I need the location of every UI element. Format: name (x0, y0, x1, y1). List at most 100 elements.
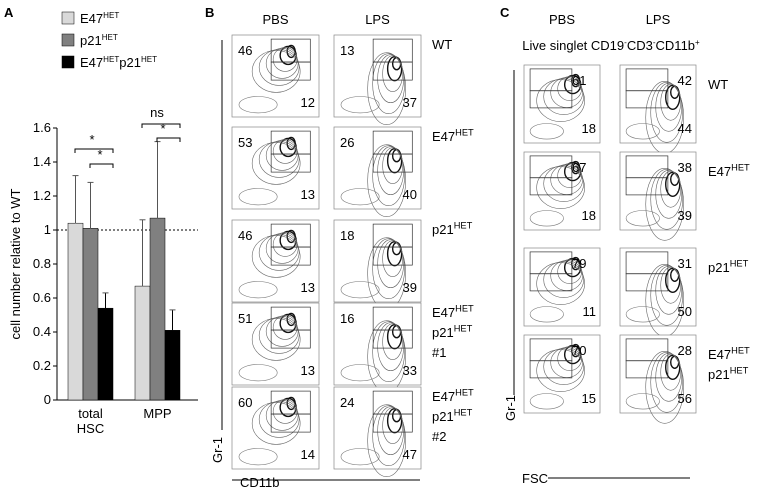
y-tick-label: 0.8 (33, 256, 51, 271)
y-tick-label: 0.4 (33, 324, 51, 339)
legend-label-part: HET (141, 55, 157, 64)
row-label: E47HET (432, 127, 474, 144)
contour (377, 54, 404, 103)
gate (625, 273, 669, 292)
contour (251, 50, 301, 93)
y-tick-label: 1.4 (33, 154, 51, 169)
contour (529, 393, 564, 410)
contour (238, 448, 278, 466)
gate-percent: 16 (340, 311, 354, 326)
contour (340, 364, 380, 382)
contour (279, 137, 297, 158)
contour (650, 264, 684, 326)
contour (625, 393, 660, 410)
gate-percent: 13 (301, 187, 315, 202)
plot-frame (231, 34, 320, 118)
contour (372, 321, 405, 383)
gate (372, 413, 413, 433)
contour (650, 169, 684, 230)
contour (279, 230, 297, 251)
column-header: PBS (262, 12, 288, 27)
contour (386, 147, 403, 174)
bar (67, 222, 84, 401)
contour (543, 261, 584, 298)
gate-percent: 14 (301, 447, 315, 462)
plot-frame (619, 151, 697, 231)
gate (270, 329, 311, 349)
contour (660, 171, 682, 208)
contour (655, 170, 683, 219)
x-tick-label: total HSC (76, 406, 105, 436)
panel-subtitle-part: - (624, 38, 627, 47)
contour (625, 123, 660, 140)
row-label: #2 (432, 429, 446, 444)
row-label-part: p21 (432, 409, 454, 424)
row-label-part: E47 (432, 305, 455, 320)
gate-percent: 15 (582, 391, 596, 406)
column-header: LPS (646, 12, 671, 27)
contour (251, 235, 301, 278)
bar (97, 307, 114, 401)
panel-label: B (205, 5, 214, 20)
bar (149, 217, 166, 401)
contour (650, 351, 684, 413)
contour (543, 165, 584, 202)
gate (372, 61, 413, 81)
contour (655, 352, 683, 402)
significance-label: * (97, 147, 102, 162)
contour (238, 188, 278, 206)
gate-percent: 18 (340, 228, 354, 243)
row-label-part: E47 (432, 389, 455, 404)
gate (529, 273, 573, 292)
contour (367, 144, 406, 217)
row-label-part: HET (730, 365, 749, 375)
gate-percent: 11 (583, 304, 597, 319)
bar (82, 228, 99, 401)
legend-label-part: p21 (119, 55, 141, 70)
gate-percent: 46 (238, 43, 252, 58)
x-tick-label-box: MPP (143, 406, 171, 421)
gate-percent: 13 (301, 363, 315, 378)
panel-subtitle-part: CD3 (627, 38, 653, 53)
contour (377, 322, 404, 372)
gate (372, 246, 413, 266)
panel-subtitle-part: - (653, 38, 656, 47)
contour (563, 344, 582, 365)
contour (529, 123, 564, 140)
significance-bracket (74, 148, 114, 153)
row-label-part: HET (455, 303, 474, 313)
row-label-part: HET (454, 323, 473, 333)
gate (529, 177, 573, 196)
gate-percent: 38 (678, 160, 692, 175)
row-label-part: HET (731, 345, 750, 355)
contour (238, 364, 278, 382)
gate (270, 153, 311, 173)
contour (382, 147, 403, 184)
contour (665, 84, 681, 111)
y-axis-label: Gr-1 (210, 437, 225, 463)
contour (386, 324, 403, 350)
row-label: p21HET (432, 220, 473, 237)
row-label: p21HET (708, 258, 749, 275)
gate-percent: 46 (238, 228, 252, 243)
gate (270, 246, 311, 266)
gate-percent: 13 (301, 280, 315, 295)
contour (382, 240, 403, 278)
significance-label: ns (150, 105, 164, 120)
row-label-part: p21 (432, 325, 454, 340)
significance-bracket (141, 123, 181, 128)
y-axis-label: cell number relative to WT (8, 188, 23, 339)
bar (164, 330, 181, 401)
gate (270, 413, 311, 433)
gate-percent: 40 (403, 187, 417, 202)
contour (258, 401, 300, 438)
row-label: p21HET (432, 407, 473, 424)
contour (625, 306, 660, 323)
legend-label: E47HETp21HET (80, 55, 157, 70)
gate-percent: 12 (301, 95, 315, 110)
contour (563, 74, 582, 95)
contour (372, 53, 405, 114)
gate (270, 61, 311, 81)
gate (625, 90, 669, 109)
gate (625, 177, 669, 196)
